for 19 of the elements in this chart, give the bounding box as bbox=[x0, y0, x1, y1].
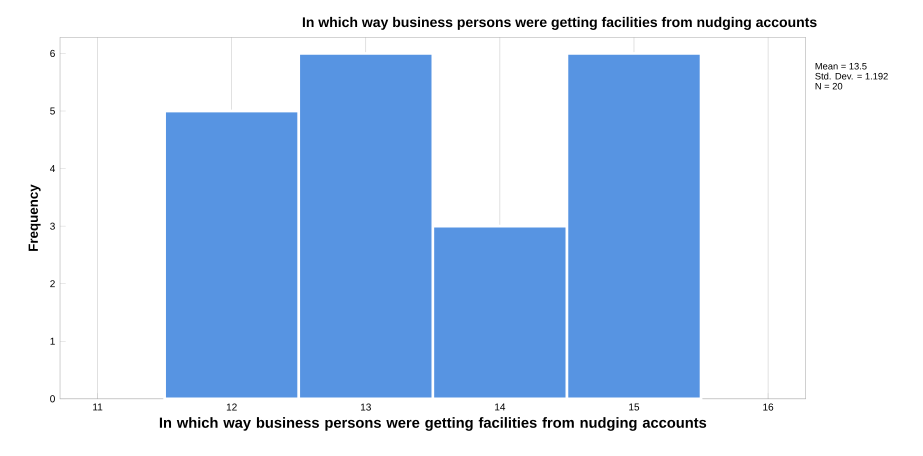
text: N = 20 bbox=[816, 82, 842, 90]
y-tick-label: 2 bbox=[50, 280, 55, 288]
chart-title: In which way business persons were getting facilities from nudging accounts bbox=[302, 16, 817, 30]
y-tick-label: 6 bbox=[50, 50, 55, 57]
y-tick-label: 4 bbox=[50, 165, 56, 172]
text: Std. Dev. = 1.192 bbox=[815, 72, 888, 80]
y-tick-label: 0 bbox=[50, 395, 55, 402]
x-tick-label: 15 bbox=[629, 403, 640, 410]
y-tick-label: 5 bbox=[50, 107, 55, 114]
x-tick-label: 12 bbox=[226, 403, 237, 410]
text: Mean = 13.5 bbox=[816, 62, 867, 70]
x-tick-label: 11 bbox=[93, 403, 102, 410]
y-tick-label: 1 bbox=[50, 338, 55, 345]
x-tick-label: 16 bbox=[763, 403, 774, 411]
y-tick-label: 3 bbox=[50, 222, 55, 230]
x-tick-label: 14 bbox=[495, 403, 506, 410]
x-axis-title: In which way business persons were getting facilities from nudging accounts bbox=[160, 417, 706, 431]
y-axis-title: Frequency bbox=[28, 184, 41, 251]
x-tick-label: 13 bbox=[360, 403, 371, 411]
